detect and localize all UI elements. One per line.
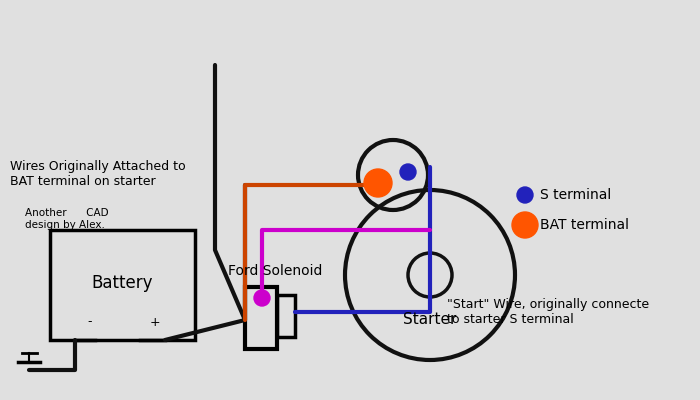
Circle shape <box>254 290 270 306</box>
Circle shape <box>400 164 416 180</box>
Circle shape <box>517 187 533 203</box>
Bar <box>245 287 277 349</box>
Circle shape <box>364 169 392 197</box>
Text: -: - <box>88 316 92 328</box>
Text: S terminal: S terminal <box>540 188 611 202</box>
Circle shape <box>512 212 538 238</box>
Bar <box>50 230 195 340</box>
Text: Another      CAD
design by Alex.: Another CAD design by Alex. <box>25 208 108 230</box>
Text: Wires Originally Attached to
BAT terminal on starter: Wires Originally Attached to BAT termina… <box>10 160 186 188</box>
Text: Battery: Battery <box>91 274 153 292</box>
Text: Ford Solenoid: Ford Solenoid <box>228 264 322 278</box>
Text: BAT terminal: BAT terminal <box>540 218 629 232</box>
Bar <box>277 295 295 337</box>
Text: Starter: Starter <box>403 312 456 327</box>
Text: +: + <box>150 316 160 328</box>
Text: "Start" Wire, originally connecte
to starter S terminal: "Start" Wire, originally connecte to sta… <box>447 298 649 326</box>
